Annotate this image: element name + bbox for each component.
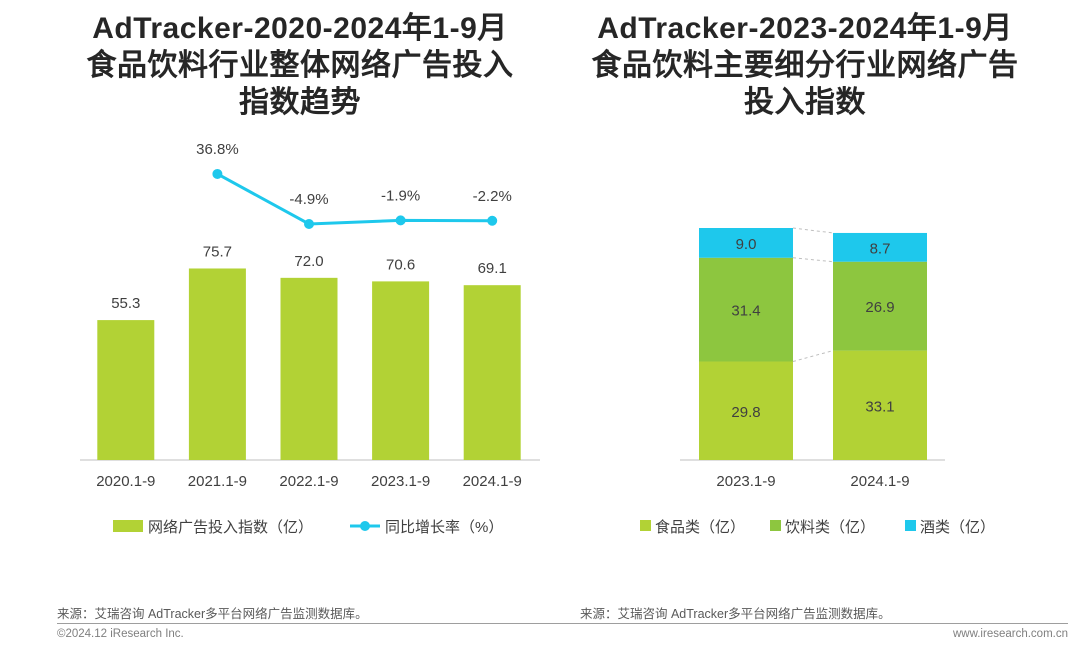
left-bar-2023.1-9 xyxy=(372,281,430,460)
right-legend-label: 饮料类（亿） xyxy=(785,519,875,536)
growth-rate-label: -4.9% xyxy=(289,191,328,208)
left-bar-value-label: 55.3 xyxy=(111,295,140,312)
right-legend-swatch xyxy=(770,520,781,531)
legend-bar-label: 网络广告投入指数（亿） xyxy=(148,519,313,536)
left-bar-value-label: 69.1 xyxy=(478,260,507,277)
right-legend-label: 酒类（亿） xyxy=(920,519,995,536)
left-bar-value-label: 70.6 xyxy=(386,256,415,273)
legend-line-label: 同比增长率（%） xyxy=(385,519,503,536)
legend-bar-swatch xyxy=(113,520,143,532)
stack-value-label: 9.0 xyxy=(736,236,757,253)
right-title-line-3: 投入指数 xyxy=(744,86,866,119)
left-bar-value-label: 75.7 xyxy=(203,243,232,260)
right-legend-label: 食品类（亿） xyxy=(655,519,745,536)
stack-segment-2024.1-9-0 xyxy=(833,350,927,460)
growth-rate-point xyxy=(212,168,223,179)
stack-value-label: 31.4 xyxy=(731,303,760,320)
right-title-line-1: AdTracker-2023-2024年1-9月 xyxy=(597,12,1013,45)
right-legend-swatch xyxy=(640,520,651,531)
stack-segment-2023.1-9-1 xyxy=(699,257,793,362)
right-legend-swatch xyxy=(905,520,916,531)
copyright-text: ©2024.12 iResearch Inc. xyxy=(57,628,184,640)
left-bar-2024.1-9 xyxy=(463,285,521,460)
left-bar-value-label: 72.0 xyxy=(294,253,323,270)
right-x-tick-label: 2024.1-9 xyxy=(850,473,909,490)
left-source-note: 来源：艾瑞咨询 AdTracker多平台网络广告监测数据库。 xyxy=(57,607,368,621)
left-title-line-3: 指数趋势 xyxy=(239,86,361,119)
left-chart-title: AdTracker-2020-2024年1-9月 食品饮料行业整体网络广告投入 … xyxy=(40,10,560,121)
left-x-tick-label: 2021.1-9 xyxy=(188,473,247,490)
growth-rate-label: -1.9% xyxy=(381,187,420,204)
left-bar-2021.1-9 xyxy=(188,268,246,460)
left-bar-2020.1-9 xyxy=(97,320,155,460)
stack-connector-line xyxy=(792,257,834,263)
growth-rate-point xyxy=(395,215,406,226)
right-x-tick-label: 2023.1-9 xyxy=(716,473,775,490)
stack-connector-line xyxy=(792,227,834,234)
right-title-line-2: 食品饮料主要细分行业网络广告 xyxy=(591,49,1019,82)
stack-value-label: 33.1 xyxy=(865,398,894,415)
website-link[interactable]: www.iresearch.com.cn xyxy=(952,628,1068,640)
stack-value-label: 8.7 xyxy=(870,240,891,257)
stack-connector-line xyxy=(792,350,834,362)
stack-value-label: 29.8 xyxy=(731,404,760,421)
left-x-tick-label: 2023.1-9 xyxy=(371,473,430,490)
stack-segment-2023.1-9-2 xyxy=(699,228,793,258)
stack-segment-2024.1-9-2 xyxy=(833,232,927,262)
left-title-line-1: AdTracker-2020-2024年1-9月 xyxy=(92,12,508,45)
legend-line-marker xyxy=(360,521,370,531)
stack-value-label: 26.9 xyxy=(865,299,894,316)
left-bar-2022.1-9 xyxy=(280,277,338,460)
growth-rate-point xyxy=(304,219,314,229)
growth-rate-label: 36.8% xyxy=(196,141,239,158)
growth-rate-label: -2.2% xyxy=(473,188,512,205)
left-x-tick-label: 2022.1-9 xyxy=(279,473,338,490)
growth-rate-point xyxy=(487,215,498,226)
left-x-tick-label: 2024.1-9 xyxy=(463,473,522,490)
right-chart-title: AdTracker-2023-2024年1-9月 食品饮料主要细分行业网络广告 … xyxy=(555,10,1055,121)
stack-segment-2023.1-9-0 xyxy=(699,361,793,460)
footer-divider xyxy=(57,623,1068,624)
stack-segment-2024.1-9-1 xyxy=(833,261,927,351)
charts-canvas: 55.3 2020.1-9 75.7 2021.1-9 72.0 2022.1-9 70.6… xyxy=(80,141,995,536)
left-title-line-2: 食品饮料行业整体网络广告投入 xyxy=(86,49,514,82)
left-x-tick-label: 2020.1-9 xyxy=(96,473,155,490)
growth-rate-line xyxy=(216,172,493,226)
right-source-note: 来源：艾瑞咨询 AdTracker多平台网络广告监测数据库。 xyxy=(580,607,891,621)
